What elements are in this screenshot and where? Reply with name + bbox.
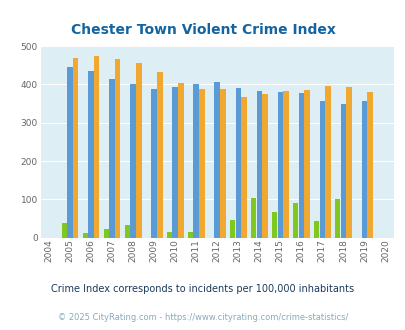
Bar bbox=[271, 212, 277, 238]
Bar bbox=[136, 63, 141, 238]
Bar bbox=[109, 79, 115, 238]
Bar bbox=[229, 220, 235, 238]
Text: © 2025 CityRating.com - https://www.cityrating.com/crime-statistics/: © 2025 CityRating.com - https://www.city… bbox=[58, 313, 347, 322]
Bar bbox=[334, 199, 339, 238]
Bar bbox=[115, 59, 120, 238]
Bar bbox=[256, 91, 261, 238]
Bar bbox=[172, 87, 177, 238]
Text: Chester Town Violent Crime Index: Chester Town Violent Crime Index bbox=[70, 23, 335, 37]
Bar bbox=[241, 97, 246, 238]
Bar bbox=[367, 92, 372, 238]
Bar bbox=[250, 198, 256, 238]
Bar bbox=[151, 89, 156, 238]
Text: Crime Index corresponds to incidents per 100,000 inhabitants: Crime Index corresponds to incidents per… bbox=[51, 284, 354, 294]
Bar bbox=[62, 223, 67, 238]
Bar bbox=[124, 225, 130, 238]
Bar bbox=[73, 58, 78, 238]
Bar bbox=[340, 104, 345, 238]
Bar bbox=[178, 82, 183, 238]
Bar bbox=[361, 101, 366, 238]
Bar bbox=[67, 67, 72, 238]
Bar bbox=[220, 89, 225, 238]
Bar bbox=[319, 101, 324, 238]
Bar bbox=[166, 232, 172, 238]
Bar bbox=[94, 56, 99, 238]
Bar bbox=[157, 72, 162, 238]
Bar bbox=[283, 91, 288, 238]
Bar bbox=[292, 203, 298, 238]
Bar bbox=[298, 93, 303, 238]
Bar bbox=[235, 88, 241, 238]
Bar bbox=[214, 82, 220, 238]
Bar bbox=[262, 94, 267, 238]
Bar bbox=[193, 84, 198, 238]
Bar bbox=[324, 86, 330, 238]
Bar bbox=[88, 71, 94, 238]
Bar bbox=[277, 92, 282, 238]
Bar bbox=[345, 87, 351, 238]
Bar bbox=[303, 90, 309, 238]
Bar bbox=[313, 221, 319, 238]
Bar bbox=[103, 229, 109, 238]
Bar bbox=[188, 232, 193, 238]
Bar bbox=[83, 233, 88, 238]
Bar bbox=[130, 84, 136, 238]
Bar bbox=[198, 89, 204, 238]
